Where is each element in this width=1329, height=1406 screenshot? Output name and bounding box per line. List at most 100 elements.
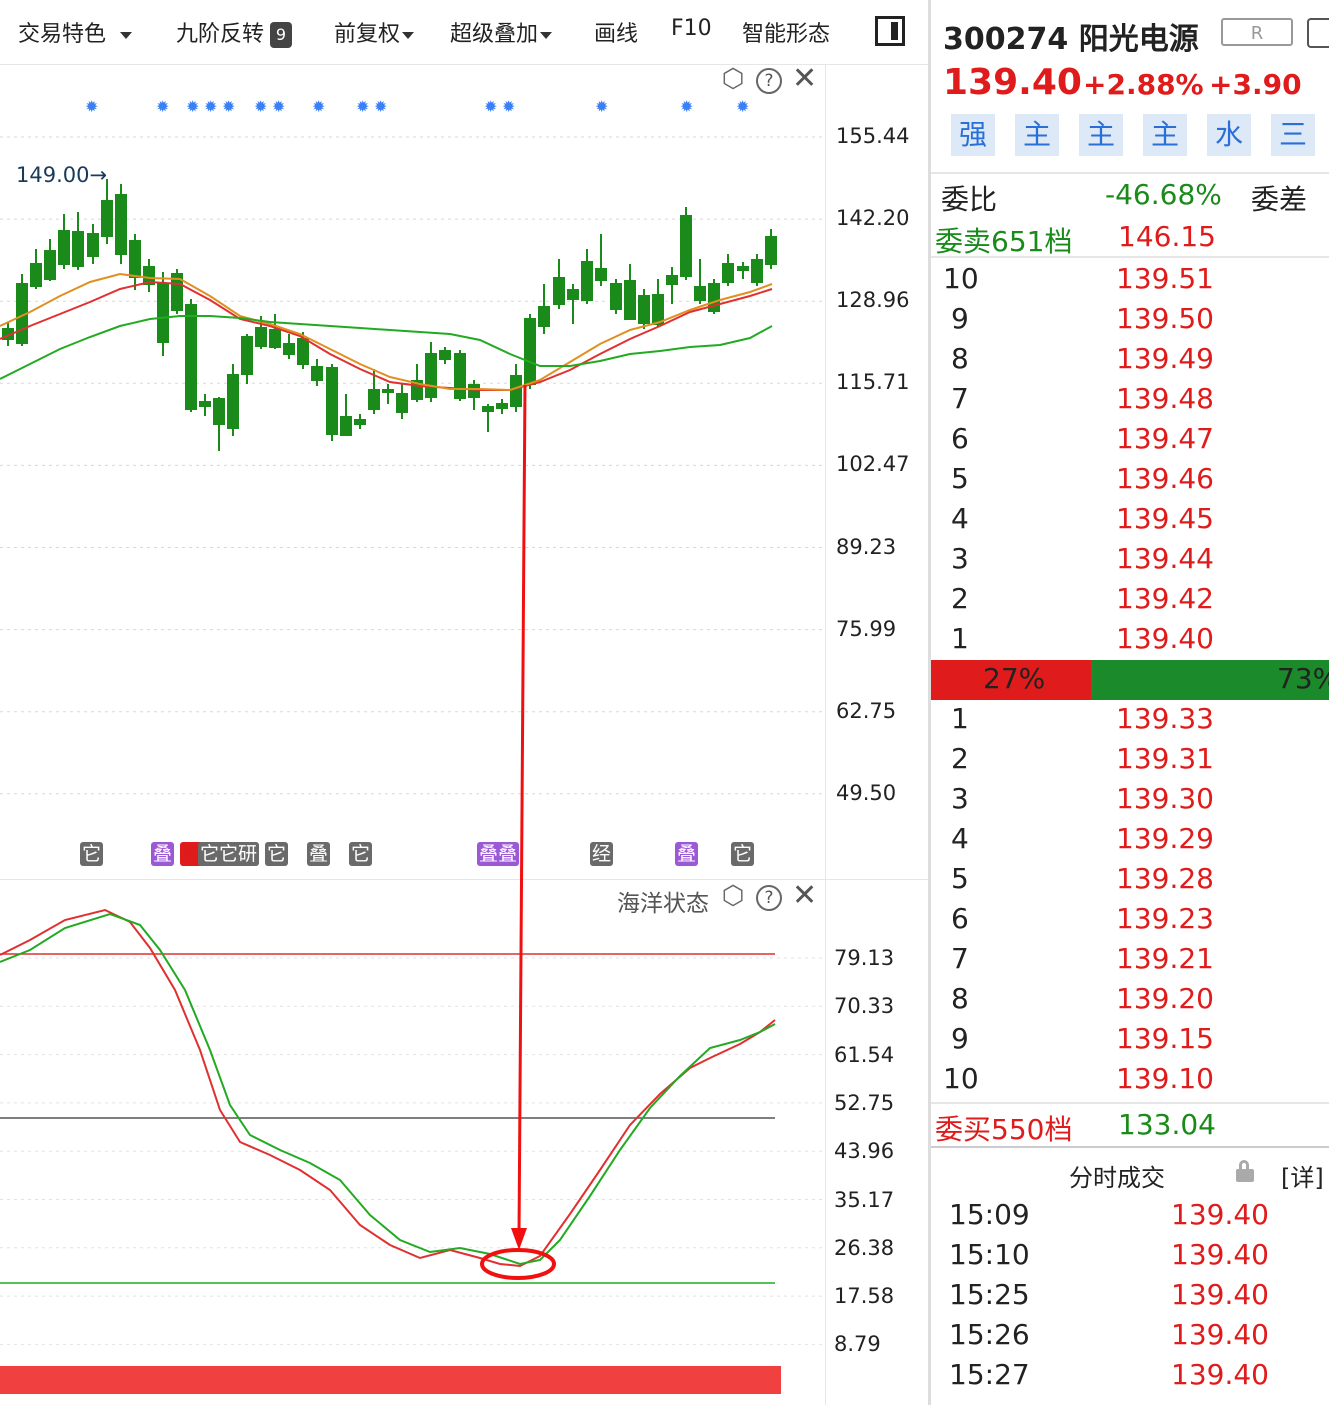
ask-price[interactable]: 139.50	[1116, 302, 1214, 335]
ask-level: 1	[951, 622, 969, 655]
feature-tag[interactable]: 主	[1143, 114, 1187, 156]
candlestick	[538, 284, 550, 334]
help-icon[interactable]: ?	[756, 68, 782, 94]
candlestick	[567, 284, 579, 324]
overlay-menu[interactable]: 超级叠加	[450, 16, 553, 48]
ask-level: 4	[951, 502, 969, 535]
trade-features-menu[interactable]: 交易特色	[18, 16, 133, 48]
bid-price[interactable]: 139.28	[1116, 862, 1214, 895]
help-icon[interactable]: ?	[756, 885, 782, 911]
event-marker[interactable]: 它它研	[198, 842, 260, 866]
lock-icon[interactable]	[1236, 1160, 1254, 1182]
ask-price[interactable]: 139.51	[1116, 262, 1214, 295]
bid-price[interactable]: 139.30	[1116, 782, 1214, 815]
ask-price[interactable]: 139.48	[1116, 382, 1214, 415]
bid-price[interactable]: 139.33	[1116, 702, 1214, 735]
ma5-line	[0, 280, 773, 391]
bid-price[interactable]: 139.21	[1116, 942, 1214, 975]
ask-price[interactable]: 139.42	[1116, 582, 1214, 615]
bid-ratio-text: 27%	[983, 662, 1046, 695]
bid-price[interactable]: 139.10	[1116, 1062, 1214, 1095]
price-axis-label: 75.99	[836, 616, 897, 641]
ask-price[interactable]: 139.45	[1116, 502, 1214, 535]
price-axis-label: 155.44	[836, 124, 910, 148]
candlestick	[482, 404, 494, 432]
ask-price[interactable]: 139.47	[1116, 422, 1214, 455]
ticks-detail-link[interactable]: [详]	[1281, 1164, 1324, 1192]
event-marker[interactable]: 叠	[151, 842, 175, 866]
candlestick	[524, 314, 536, 389]
price-axis: 155.44 142.20 128.96 115.71 102.47 89.23 75.99…	[836, 64, 926, 879]
feature-tag[interactable]: 三	[1271, 114, 1315, 156]
nine-badge-icon: 9	[270, 22, 293, 48]
candlestick	[44, 239, 56, 281]
smart-pattern-button[interactable]: 智能形态	[742, 22, 831, 47]
bid-level: 4	[951, 822, 969, 855]
chart-toolbar: 交易特色 九阶反转 9 前复权 超级叠加 画线 F10 智能形态	[0, 0, 928, 65]
candlestick	[680, 207, 692, 280]
candlestick	[751, 254, 763, 286]
event-marker[interactable]: 折	[180, 842, 204, 866]
ma20-line	[0, 315, 773, 380]
fast-line	[0, 908, 776, 1268]
close-icon[interactable]: ✕	[792, 61, 818, 96]
bid-price[interactable]: 139.29	[1116, 822, 1214, 855]
bid-level: 3	[951, 782, 969, 815]
event-marker[interactable]: 经	[590, 842, 614, 866]
copy-icon[interactable]	[1307, 18, 1329, 48]
bid-price[interactable]: 139.20	[1116, 982, 1214, 1015]
ask-price[interactable]: 139.44	[1116, 542, 1214, 575]
event-marker[interactable]: 它	[265, 842, 289, 866]
ask-price[interactable]: 139.49	[1116, 342, 1214, 375]
event-marker[interactable]: 叠	[675, 842, 699, 866]
settings-hex-icon[interactable]: ⬡	[721, 64, 745, 94]
f10-button[interactable]: F10	[671, 16, 712, 41]
high-price-marker: 149.00→	[16, 163, 108, 187]
signal-star-icon: ✹	[502, 97, 515, 116]
ask-price[interactable]: 139.46	[1116, 462, 1214, 495]
ask-level: 10	[943, 262, 979, 295]
chevron-down-icon	[120, 31, 133, 39]
bid-price[interactable]: 139.31	[1116, 742, 1214, 775]
signal-star-icon: ✹	[156, 97, 169, 116]
event-marker[interactable]: 叠	[307, 842, 331, 866]
event-marker[interactable]: 它	[349, 842, 373, 866]
ocean-state-pane[interactable]: 海洋状态 ⬡ ? ✕	[0, 879, 928, 1406]
feature-tag[interactable]: 主	[1015, 114, 1059, 156]
signal-star-icon: ✹	[484, 97, 497, 116]
candlestick-chart-pane[interactable]: ⬡ ? ✕	[0, 64, 928, 879]
bid-level: 9	[951, 1022, 969, 1055]
nine-reversal-button[interactable]: 九阶反转 9	[176, 16, 293, 48]
r-button[interactable]: R	[1221, 18, 1293, 46]
signal-star-icon: ✹	[272, 97, 285, 116]
candlestick	[694, 259, 706, 304]
adjust-label: 前复权	[334, 22, 401, 47]
feature-tag[interactable]: 强	[951, 114, 995, 156]
tick-price: 139.40	[1171, 1238, 1269, 1271]
ask-price[interactable]: 139.40	[1116, 622, 1214, 655]
indicator-axis-label: 8.79	[834, 1332, 881, 1357]
divider	[931, 256, 1329, 258]
event-marker[interactable]: 它	[731, 842, 755, 866]
draw-line-button[interactable]: 画线	[594, 22, 639, 47]
panel-layout-icon[interactable]	[875, 16, 905, 46]
candlestick	[269, 314, 281, 349]
candlestick	[666, 267, 678, 304]
settings-hex-icon[interactable]: ⬡	[721, 881, 745, 911]
adjust-menu[interactable]: 前复权	[334, 16, 415, 48]
signal-star-icon: ✹	[204, 97, 217, 116]
candlestick	[708, 279, 720, 314]
candlestick-svg	[0, 136, 826, 795]
event-marker[interactable]: 它	[80, 842, 104, 866]
close-icon[interactable]: ✕	[792, 878, 818, 913]
feature-tag[interactable]: 主	[1079, 114, 1123, 156]
candlestick	[199, 394, 211, 416]
tick-time: 15:27	[949, 1358, 1030, 1391]
bid-price[interactable]: 139.23	[1116, 902, 1214, 935]
indicator-title: 海洋状态	[617, 891, 709, 917]
feature-tag[interactable]: 水	[1207, 114, 1251, 156]
event-marker[interactable]: 叠叠	[477, 842, 520, 866]
bid-price[interactable]: 139.15	[1116, 1022, 1214, 1055]
candlestick	[171, 269, 183, 314]
candlestick	[581, 249, 593, 304]
